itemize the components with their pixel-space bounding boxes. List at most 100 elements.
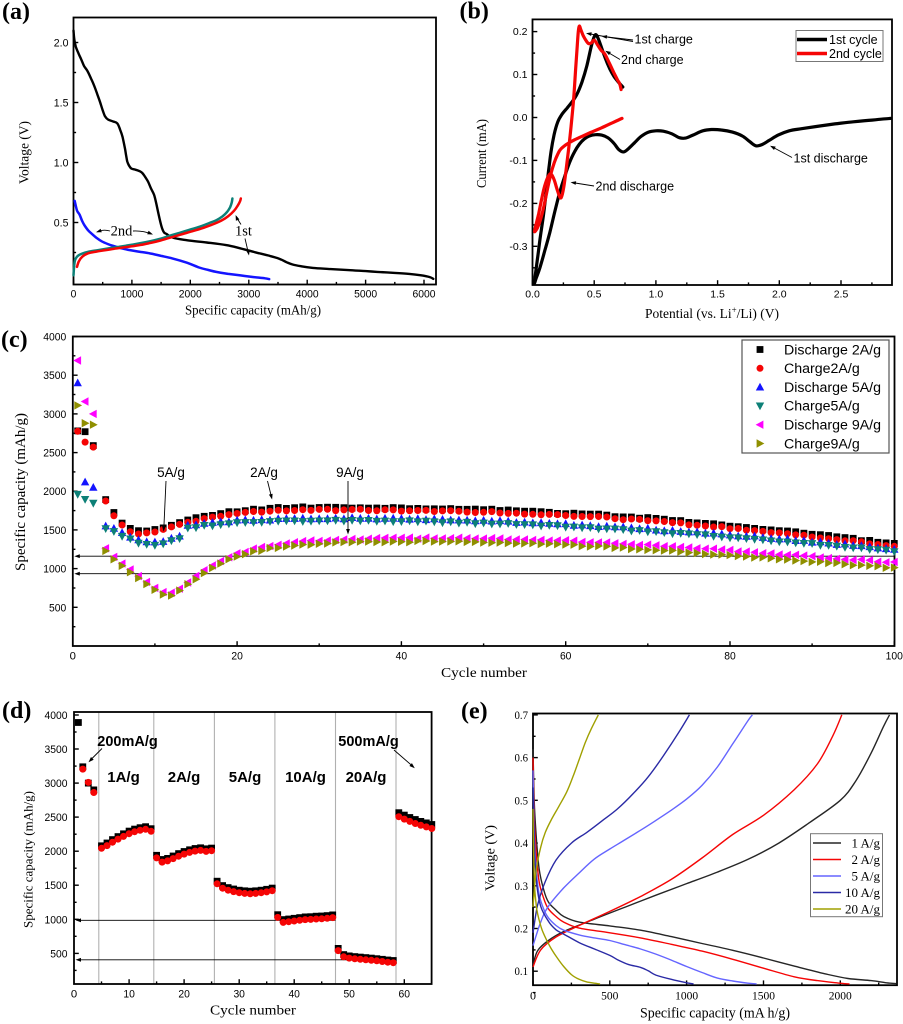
svg-text:100: 100 [886, 651, 903, 663]
svg-text:3000: 3000 [45, 778, 68, 790]
svg-text:0.6: 0.6 [515, 751, 529, 765]
svg-text:20 A/g: 20 A/g [845, 902, 881, 917]
svg-text:1000: 1000 [675, 989, 698, 1003]
svg-text:0: 0 [71, 289, 77, 301]
svg-text:1st charge: 1st charge [635, 33, 693, 47]
svg-text:2000: 2000 [179, 289, 202, 301]
svg-text:0.0: 0.0 [525, 289, 540, 301]
svg-text:0.2: 0.2 [515, 922, 529, 936]
svg-text:20: 20 [178, 989, 190, 1001]
svg-text:0.7: 0.7 [515, 708, 529, 722]
svg-text:1st discharge: 1st discharge [794, 152, 868, 166]
svg-text:2.5: 2.5 [834, 289, 849, 301]
svg-text:(a): (a) [2, 0, 30, 25]
svg-text:0.2: 0.2 [513, 26, 528, 38]
svg-text:10A/g: 10A/g [285, 769, 326, 786]
svg-text:0: 0 [71, 989, 77, 1001]
svg-text:0.5: 0.5 [587, 289, 602, 301]
svg-text:60: 60 [399, 989, 411, 1001]
svg-text:Discharge 9A/g: Discharge 9A/g [784, 418, 881, 434]
svg-text:4000: 4000 [43, 332, 66, 344]
svg-text:1000: 1000 [120, 289, 143, 301]
svg-text:1500: 1500 [43, 525, 66, 537]
svg-text:1A/g: 1A/g [107, 769, 140, 786]
svg-text:50: 50 [343, 989, 355, 1001]
svg-text:1st: 1st [235, 224, 252, 240]
svg-text:1000: 1000 [45, 914, 68, 926]
svg-text:1.5: 1.5 [710, 289, 725, 301]
svg-text:Specific capacity (mA h/g): Specific capacity (mA h/g) [640, 1006, 790, 1022]
svg-text:2000: 2000 [43, 486, 66, 498]
svg-text:Discharge 5A/g: Discharge 5A/g [784, 380, 881, 396]
svg-text:2A/g: 2A/g [250, 465, 278, 480]
svg-text:10: 10 [123, 989, 135, 1001]
svg-text:80: 80 [724, 651, 736, 663]
svg-text:3500: 3500 [45, 744, 68, 756]
svg-text:9A/g: 9A/g [336, 465, 364, 480]
svg-text:(b): (b) [460, 0, 489, 25]
svg-text:Potential (vs. Li+/Li) (V): Potential (vs. Li+/Li) (V) [645, 305, 779, 321]
svg-text:1500: 1500 [45, 880, 68, 892]
svg-text:0.3: 0.3 [515, 879, 529, 893]
svg-text:2nd discharge: 2nd discharge [596, 180, 675, 194]
svg-text:2nd: 2nd [111, 224, 134, 240]
svg-text:Cycle number: Cycle number [441, 666, 527, 681]
svg-text:1.0: 1.0 [54, 158, 69, 170]
svg-text:500mA/g: 500mA/g [338, 734, 398, 750]
svg-text:0.1: 0.1 [513, 69, 528, 81]
svg-text:3000: 3000 [43, 409, 66, 421]
svg-text:4000: 4000 [296, 289, 319, 301]
svg-text:Charge2A/g: Charge2A/g [784, 361, 860, 377]
svg-text:-0.3: -0.3 [509, 241, 527, 253]
svg-text:(c): (c) [1, 327, 28, 353]
svg-text:0: 0 [530, 989, 536, 1003]
svg-text:Discharge 2A/g: Discharge 2A/g [784, 342, 881, 358]
svg-text:2 A/g: 2 A/g [848, 852, 880, 867]
svg-text:2nd cycle: 2nd cycle [829, 47, 882, 61]
svg-text:1.5: 1.5 [54, 98, 69, 110]
svg-text:4000: 4000 [45, 710, 68, 722]
svg-text:200mA/g: 200mA/g [97, 734, 157, 750]
svg-text:30: 30 [233, 989, 245, 1001]
svg-text:(e): (e) [461, 699, 488, 725]
svg-text:Charge9A/g: Charge9A/g [784, 436, 860, 452]
svg-text:1.0: 1.0 [649, 289, 664, 301]
svg-text:60: 60 [560, 651, 572, 663]
svg-text:2000: 2000 [829, 989, 852, 1003]
svg-text:5A/g: 5A/g [157, 465, 185, 480]
svg-text:40: 40 [396, 651, 408, 663]
svg-text:1st cycle: 1st cycle [829, 33, 878, 47]
svg-text:6000: 6000 [413, 289, 436, 301]
svg-text:3000: 3000 [237, 289, 260, 301]
svg-text:5A/g: 5A/g [229, 769, 262, 786]
svg-text:500: 500 [49, 602, 66, 614]
svg-text:Current (mA): Current (mA) [475, 119, 490, 188]
svg-text:1 A/g: 1 A/g [848, 836, 880, 851]
svg-text:0.5: 0.5 [54, 218, 69, 230]
svg-text:40: 40 [288, 989, 300, 1001]
svg-text:20: 20 [231, 651, 243, 663]
svg-text:0.4: 0.4 [515, 836, 529, 850]
svg-text:Voltage (V): Voltage (V) [18, 121, 33, 184]
svg-text:2.0: 2.0 [54, 38, 69, 50]
svg-text:2000: 2000 [45, 846, 68, 858]
svg-text:0.0: 0.0 [513, 112, 528, 124]
svg-text:Specific capacity (mAh/g): Specific capacity (mAh/g) [185, 304, 321, 319]
svg-text:500: 500 [50, 948, 67, 960]
svg-text:1500: 1500 [752, 989, 775, 1003]
svg-text:0.5: 0.5 [515, 793, 529, 807]
svg-text:0: 0 [70, 651, 76, 663]
svg-text:(d): (d) [2, 698, 31, 724]
svg-text:-0.2: -0.2 [509, 198, 527, 210]
svg-text:2nd charge: 2nd charge [621, 53, 684, 67]
svg-text:Charge5A/g: Charge5A/g [784, 399, 860, 415]
svg-text:Specific capacity (mAh/g): Specific capacity (mAh/g) [13, 413, 29, 571]
svg-text:3500: 3500 [43, 370, 66, 382]
svg-text:1000: 1000 [43, 564, 66, 576]
svg-text:10 A/g: 10 A/g [845, 885, 881, 900]
svg-text:2.0: 2.0 [772, 289, 787, 301]
svg-text:500: 500 [601, 989, 618, 1003]
svg-text:5000: 5000 [354, 289, 377, 301]
svg-text:2500: 2500 [43, 448, 66, 460]
svg-text:Cycle number: Cycle number [210, 1004, 296, 1019]
